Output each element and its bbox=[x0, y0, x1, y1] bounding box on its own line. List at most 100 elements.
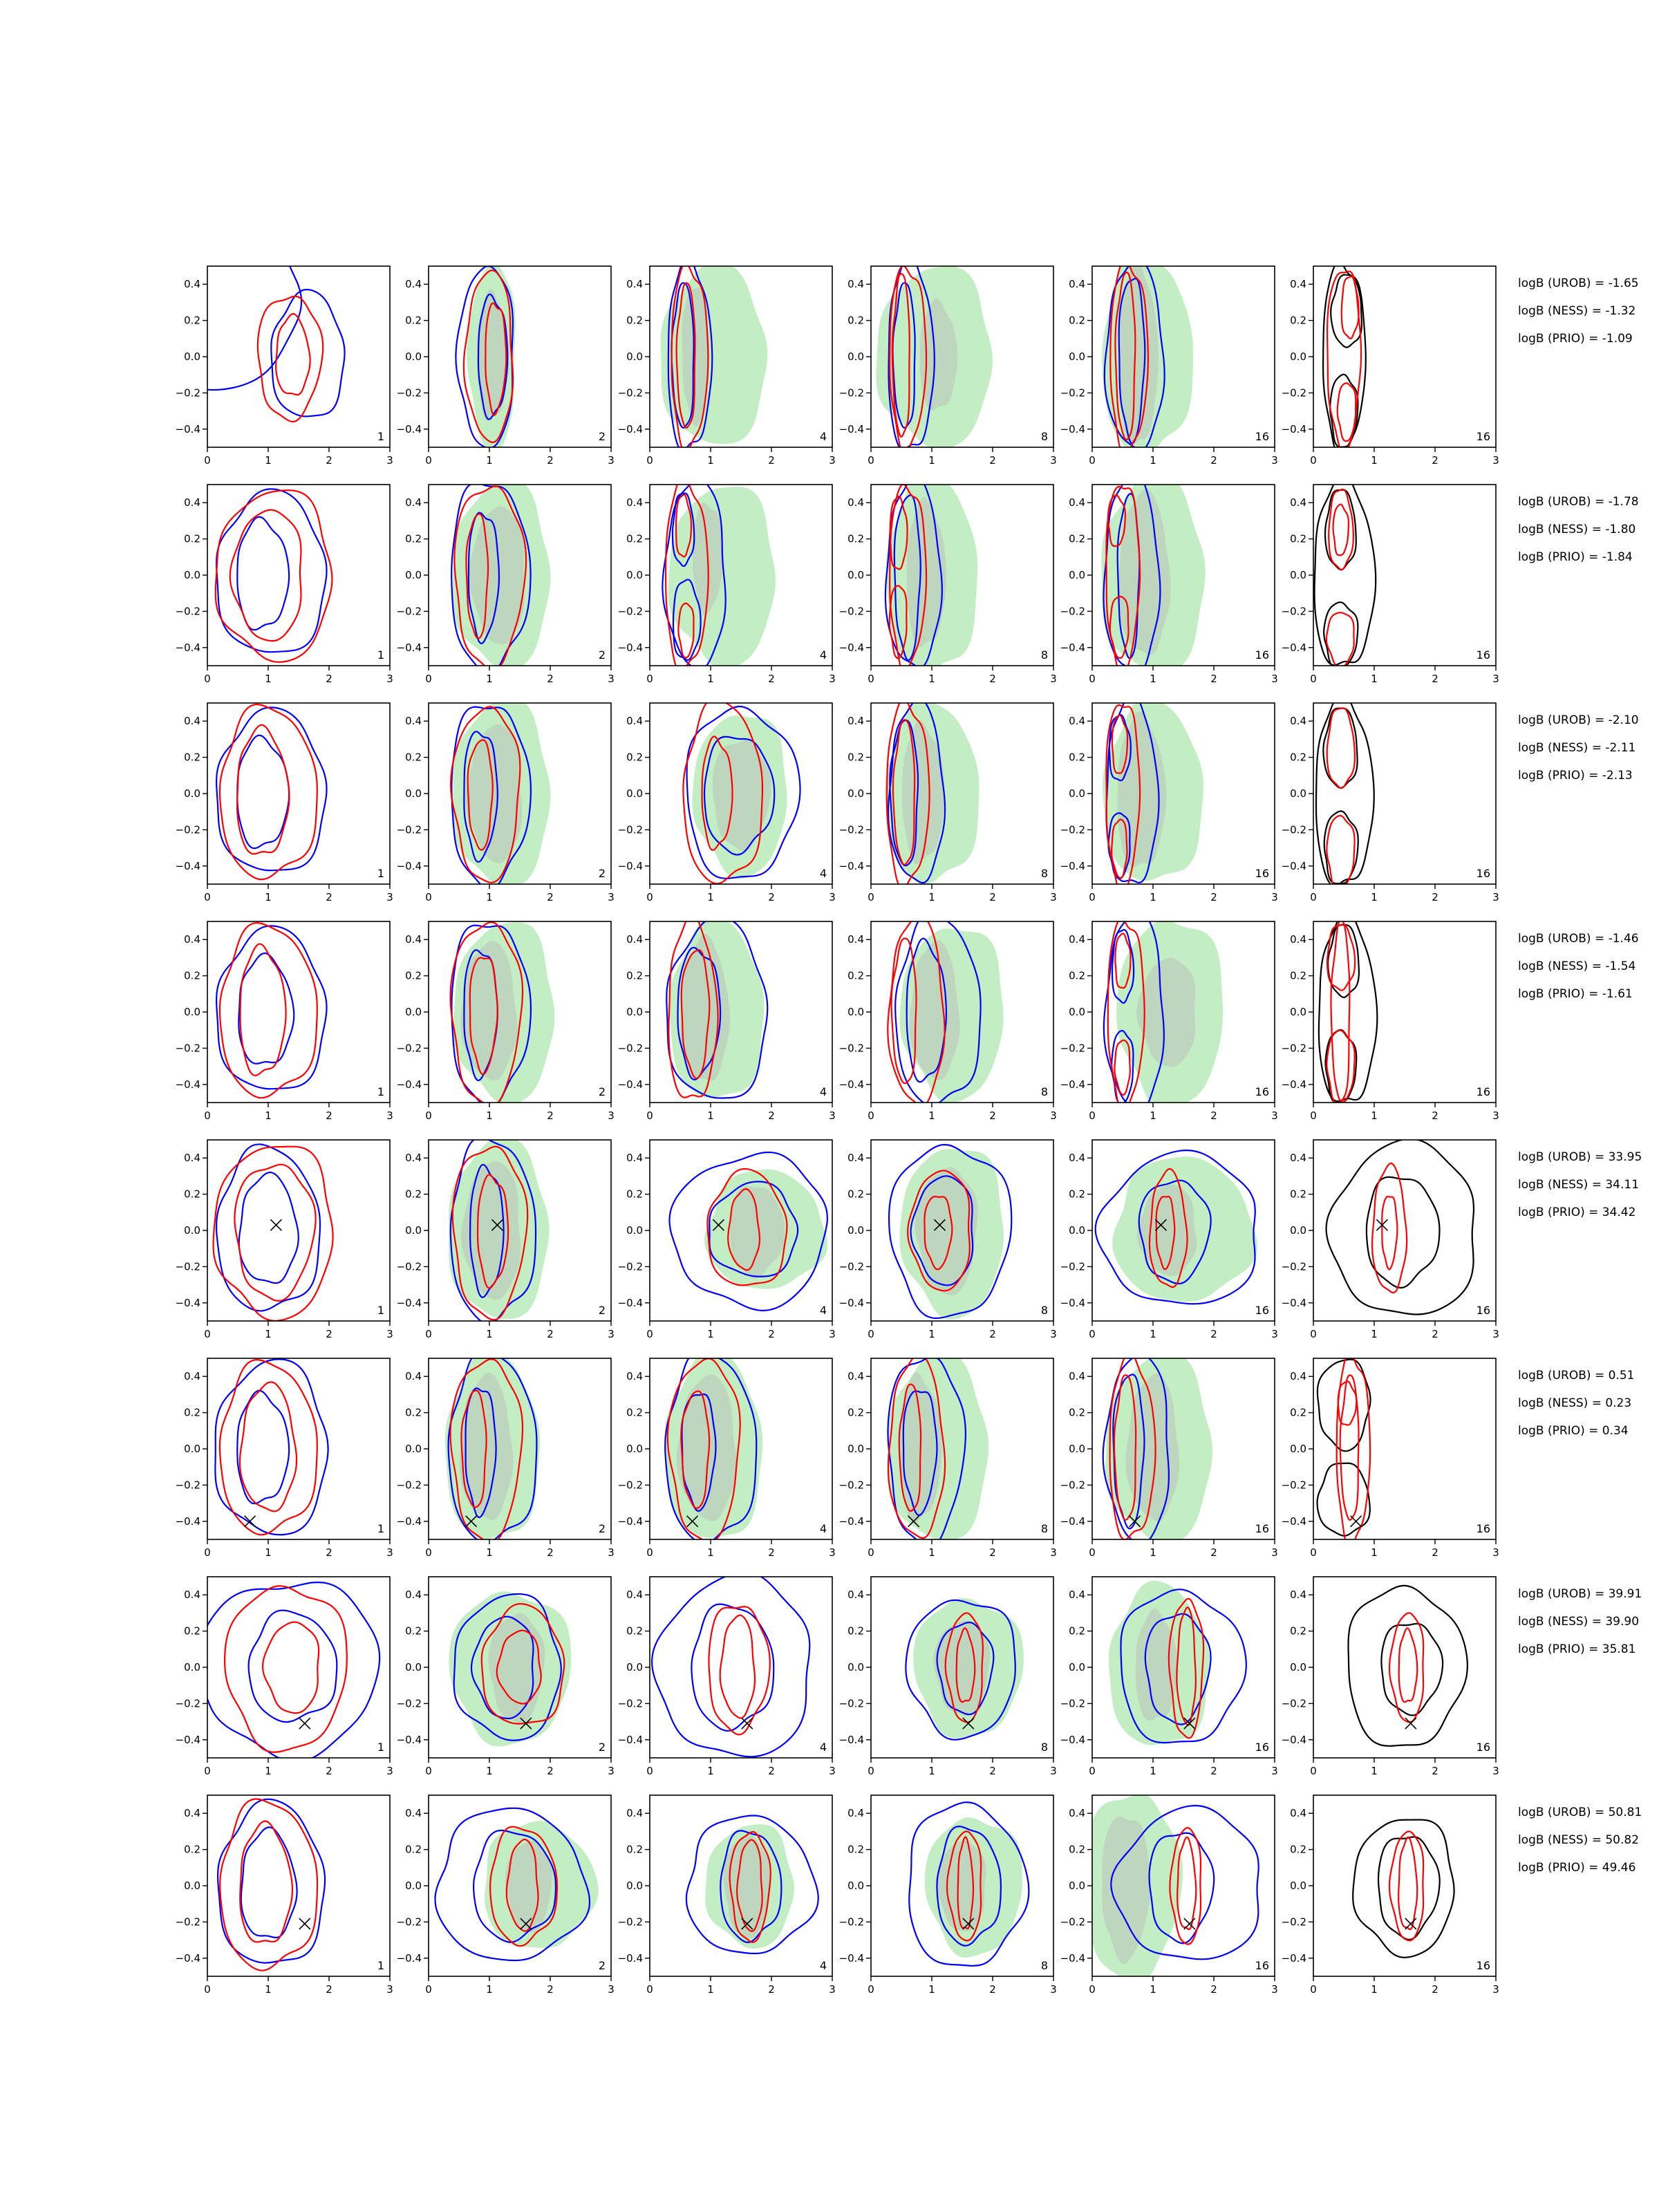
y-tick-label: −0.2 bbox=[1282, 1479, 1306, 1491]
y-tick-label: 0.0 bbox=[847, 787, 864, 800]
y-tick-label: 0.4 bbox=[405, 496, 422, 509]
panel-label: 1 bbox=[377, 1085, 384, 1098]
x-tick-label: 1 bbox=[928, 1109, 935, 1122]
y-tick-label: 0.2 bbox=[847, 1188, 864, 1201]
x-tick-label: 0 bbox=[1089, 673, 1096, 685]
true-value-marker bbox=[465, 1515, 478, 1528]
x-tick-label: 3 bbox=[386, 673, 393, 685]
y-tick-label: 0.0 bbox=[1290, 1006, 1306, 1018]
x-tick-label: 2 bbox=[1432, 454, 1438, 467]
black-contour bbox=[1380, 1622, 1444, 1716]
y-tick-label: −0.4 bbox=[397, 423, 422, 435]
blue-contour bbox=[215, 488, 328, 653]
y-tick-label: 0.4 bbox=[1069, 715, 1085, 727]
y-tick-label: 0.2 bbox=[847, 533, 864, 545]
y-tick-label: −0.4 bbox=[618, 641, 643, 654]
y-tick-label: −0.4 bbox=[176, 1952, 200, 1965]
logb-label: logB (UROB) = -2.10 bbox=[1518, 713, 1639, 727]
blue-contour bbox=[465, 1387, 497, 1519]
plot-area bbox=[1101, 485, 1206, 666]
x-tick-label: 1 bbox=[486, 454, 493, 467]
black-contour bbox=[1347, 1584, 1468, 1747]
y-tick-label: −0.4 bbox=[1282, 1734, 1306, 1746]
plot-area bbox=[905, 1597, 1024, 1741]
y-tick-label: −0.4 bbox=[176, 1078, 200, 1091]
x-tick-label: 0 bbox=[646, 1765, 653, 1777]
x-tick-label: 2 bbox=[1210, 1546, 1217, 1559]
x-tick-label: 3 bbox=[608, 891, 615, 903]
y-tick-label: −0.2 bbox=[839, 386, 864, 399]
x-tick-label: 1 bbox=[265, 673, 272, 685]
plot-area bbox=[660, 266, 768, 447]
x-tick-label: 0 bbox=[204, 1765, 211, 1777]
y-tick-label: −0.2 bbox=[1282, 1260, 1306, 1273]
red-contour bbox=[218, 1358, 318, 1536]
blue-contour bbox=[1138, 1179, 1212, 1285]
red-contour bbox=[668, 921, 719, 1098]
subplot-r1-c1: 0 1 2 3 −0.4 −0.2 0.0 0.2 0.4 1 bbox=[176, 265, 393, 467]
x-tick-label: 2 bbox=[326, 891, 332, 903]
plot-area bbox=[876, 266, 993, 447]
red-contour bbox=[480, 1603, 565, 1725]
red-contour bbox=[889, 495, 908, 570]
plot-area bbox=[216, 1798, 326, 1971]
x-tick-label: 2 bbox=[768, 1765, 775, 1777]
panel-label: 2 bbox=[599, 1085, 606, 1098]
subplot-r3-c3: 0 1 2 3 −0.4 −0.2 0.0 0.2 0.4 4 bbox=[618, 702, 836, 903]
x-tick-label: 0 bbox=[204, 1546, 211, 1559]
red-contour bbox=[1109, 266, 1150, 447]
panel-label: 1 bbox=[377, 648, 384, 662]
x-tick-label: 0 bbox=[1089, 1765, 1096, 1777]
red-contour bbox=[462, 269, 514, 444]
logb-annotations-row-5: logB (UROB) = 33.95 logB (NESS) = 34.11 lo… bbox=[1518, 1150, 1642, 1219]
red-contour bbox=[229, 509, 302, 642]
y-tick-label: 0.2 bbox=[1069, 533, 1085, 545]
subplot-r5-c3: 0 1 2 3 −0.4 −0.2 0.0 0.2 0.4 4 bbox=[618, 1139, 836, 1340]
red-contour bbox=[218, 921, 318, 1099]
x-tick-label: 2 bbox=[1432, 1546, 1438, 1559]
y-tick-label: −0.2 bbox=[176, 1915, 200, 1928]
y-tick-label: 0.2 bbox=[184, 315, 200, 327]
y-tick-label: −0.2 bbox=[176, 386, 200, 399]
black-contour bbox=[1325, 1140, 1475, 1315]
blue-contour bbox=[889, 719, 919, 867]
x-tick-label: 3 bbox=[1050, 1983, 1057, 1996]
y-tick-label: −0.4 bbox=[839, 423, 864, 435]
y-tick-label: 0.2 bbox=[1290, 1625, 1306, 1638]
x-tick-label: 3 bbox=[1050, 454, 1057, 467]
blue-contour bbox=[1118, 277, 1146, 444]
y-tick-label: 0.0 bbox=[626, 1661, 643, 1674]
red-contour bbox=[890, 937, 917, 1085]
logb-label: logB (PRIO) = 0.34 bbox=[1518, 1424, 1629, 1438]
x-tick-label: 3 bbox=[1271, 1109, 1278, 1122]
red-contour bbox=[1388, 1612, 1425, 1723]
panel-label: 16 bbox=[1477, 867, 1490, 880]
red-contour bbox=[496, 1629, 542, 1705]
y-tick-label: −0.4 bbox=[839, 860, 864, 872]
subplot-r6-c1: 0 1 2 3 −0.4 −0.2 0.0 0.2 0.4 1 bbox=[176, 1358, 393, 1559]
blue-contour bbox=[453, 1593, 562, 1741]
y-tick-label: −0.4 bbox=[1282, 423, 1306, 435]
prior-region-fill bbox=[1116, 921, 1224, 1103]
x-tick-label: 0 bbox=[646, 1546, 653, 1559]
x-tick-label: 1 bbox=[707, 1765, 714, 1777]
red-contour bbox=[1114, 1039, 1131, 1096]
x-tick-label: 0 bbox=[204, 454, 211, 467]
y-tick-label: 0.0 bbox=[1069, 1443, 1085, 1455]
plot-area bbox=[1313, 485, 1377, 666]
x-tick-label: 0 bbox=[868, 891, 874, 903]
axes-frame bbox=[1313, 484, 1497, 666]
logb-annotations-row-1: logB (UROB) = -1.65 logB (NESS) = -1.32 lo… bbox=[1518, 276, 1639, 346]
y-tick-label: −0.2 bbox=[176, 1697, 200, 1709]
y-tick-label: −0.4 bbox=[1060, 1952, 1085, 1965]
plot-area bbox=[449, 921, 555, 1103]
y-tick-label: 0.0 bbox=[1290, 1224, 1306, 1237]
y-tick-label: −0.4 bbox=[176, 641, 200, 654]
panel-label: 1 bbox=[377, 1741, 384, 1754]
panel-label: 1 bbox=[377, 1304, 384, 1317]
red-contour bbox=[467, 739, 494, 851]
x-tick-label: 0 bbox=[204, 673, 211, 685]
blue-contour bbox=[691, 1603, 775, 1732]
x-tick-label: 2 bbox=[326, 454, 332, 467]
blue-contour bbox=[1103, 485, 1161, 666]
